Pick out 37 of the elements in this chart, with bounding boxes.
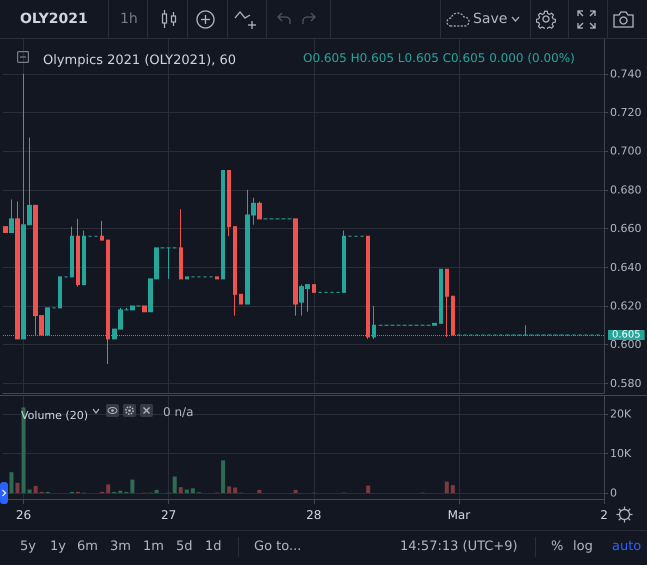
y-tick-label: 0.700 <box>610 144 642 158</box>
text: 1d <box>205 539 222 555</box>
x-tick-label: 2 <box>600 508 608 522</box>
annotation: O0.605 H0.605 L0.605 C0.605 0.000 (0.00%) <box>303 50 575 66</box>
y-tick-label: 0.660 <box>610 222 642 236</box>
text: log <box>573 539 593 555</box>
y-tick-label: 0.640 <box>610 260 642 274</box>
y-tick-label: 0.720 <box>610 106 642 120</box>
ref-line-label: 0.605 <box>612 329 641 340</box>
text: Olympics 2021 (OLY2021), 60 <box>43 53 236 68</box>
y-tick-label: 0.620 <box>610 299 642 312</box>
text: 5d <box>176 539 193 555</box>
text: Go to... <box>254 539 302 555</box>
y-tick-label: 10K <box>610 447 632 460</box>
x-tick-label: 27 <box>161 508 176 522</box>
x-tick-label: 28 <box>306 508 322 522</box>
text: 6m <box>77 539 98 555</box>
y-tick-label: 0.600 <box>610 338 642 352</box>
text: Save <box>473 11 508 27</box>
text: % <box>551 539 564 555</box>
text: OLY2021 <box>20 11 88 27</box>
text: 5y <box>20 539 36 555</box>
annotation: 0 n/a <box>163 404 194 420</box>
y-tick-label: 0.580 <box>610 376 642 390</box>
text: 1h <box>120 11 138 27</box>
x-tick-label: 26 <box>16 508 32 522</box>
text: auto <box>612 539 642 555</box>
text: 3m <box>110 539 131 555</box>
y-tick-label: 0.680 <box>610 183 642 196</box>
y-tick-label: 0.740 <box>610 67 642 80</box>
y-tick-label: 20K <box>610 408 632 421</box>
x-tick-label: Mar <box>448 508 470 522</box>
text: 14:57:13 (UTC+9) <box>400 539 518 555</box>
text: Volume (20) <box>21 409 88 422</box>
y-tick-label: 0 <box>610 486 617 500</box>
text: 1m <box>143 539 164 555</box>
text: 1y <box>50 539 66 555</box>
